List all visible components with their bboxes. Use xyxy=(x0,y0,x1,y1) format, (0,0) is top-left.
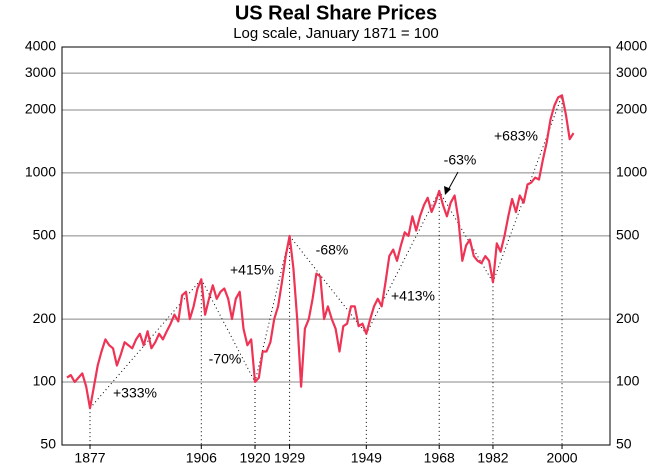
y-tick-label: 50 xyxy=(40,436,56,452)
x-tick-label: 2000 xyxy=(546,450,577,466)
y2-tick-label: 3000 xyxy=(616,64,647,80)
y2-tick-label: 100 xyxy=(616,373,640,389)
trend-line xyxy=(200,279,256,383)
y2-tick-label: 4000 xyxy=(616,38,647,54)
x-tick-label: 1949 xyxy=(351,450,382,466)
annotation-arrowhead xyxy=(444,186,451,195)
x-tick-label: 1968 xyxy=(424,450,455,466)
y-tick-label: 200 xyxy=(33,310,57,326)
x-tick-label: 1906 xyxy=(186,450,217,466)
x-tick-label: 1982 xyxy=(477,450,508,466)
trend-line xyxy=(438,190,494,283)
y2-tick-label: 200 xyxy=(616,310,640,326)
y-tick-label: 500 xyxy=(33,227,57,243)
annotation: +415% xyxy=(230,262,274,278)
series-line xyxy=(66,94,575,410)
x-tick-label: 1920 xyxy=(239,450,270,466)
y-tick-label: 4000 xyxy=(25,38,56,54)
y-tick-label: 2000 xyxy=(25,101,56,117)
trend-line xyxy=(289,235,367,335)
y2-tick-label: 500 xyxy=(616,227,640,243)
annotation: -68% xyxy=(316,242,349,258)
y2-tick-label: 1000 xyxy=(616,164,647,180)
trend-line xyxy=(365,190,440,335)
annotation: +333% xyxy=(113,385,157,401)
plot-frame xyxy=(61,46,611,446)
annotation: -70% xyxy=(209,351,242,367)
y2-tick-label: 2000 xyxy=(616,101,647,117)
y-tick-label: 1000 xyxy=(25,164,56,180)
x-tick-label: 1929 xyxy=(274,450,305,466)
y-tick-label: 3000 xyxy=(25,64,56,80)
annotation: +683% xyxy=(494,128,538,144)
annotation: +413% xyxy=(391,288,435,304)
y-tick-label: 100 xyxy=(33,373,57,389)
chart-title: US Real Share Prices xyxy=(235,2,437,24)
trend-line xyxy=(89,278,202,409)
annotation: -63% xyxy=(444,152,477,168)
y2-tick-label: 50 xyxy=(616,436,632,452)
x-tick-label: 1877 xyxy=(74,450,105,466)
chart-subtitle: Log scale, January 1871 = 100 xyxy=(233,25,439,42)
